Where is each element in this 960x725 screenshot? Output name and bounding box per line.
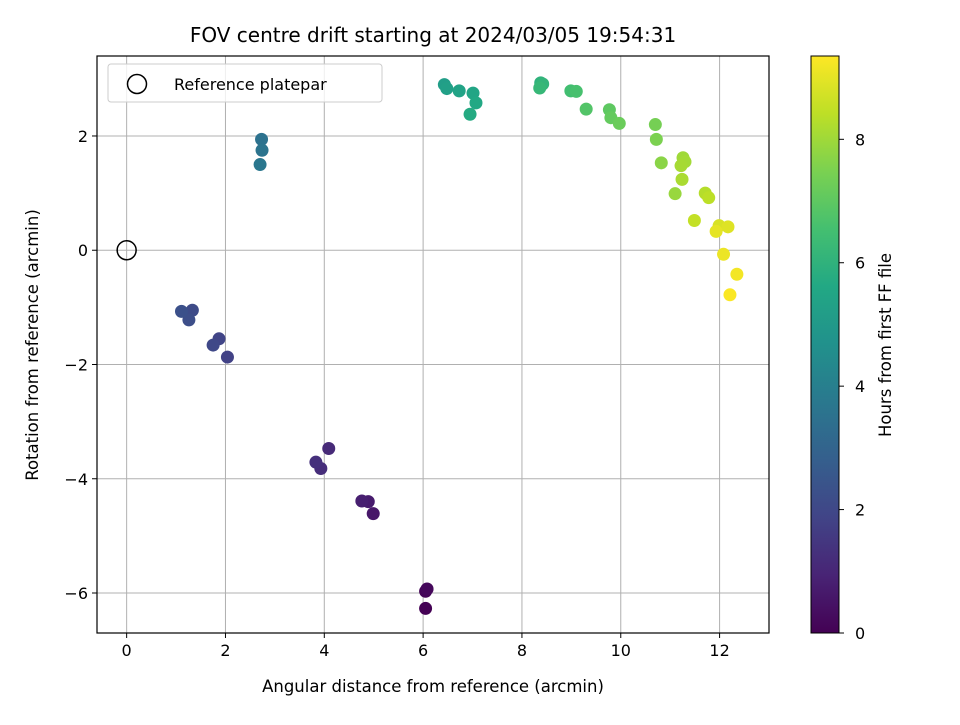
colorbar-ticks: 0 2 4 6 8 — [839, 130, 865, 643]
data-point — [723, 288, 737, 302]
colorbar: 0 2 4 6 8 Hours from first FF file — [810, 55, 895, 643]
data-point — [654, 156, 668, 170]
grid — [97, 56, 769, 633]
x-tick-label: 0 — [122, 641, 132, 660]
colorbar-tick-label: 2 — [855, 501, 865, 520]
data-point — [469, 96, 483, 110]
data-point — [648, 118, 662, 132]
x-axis-label: Angular distance from reference (arcmin) — [262, 677, 604, 696]
y-axis-ticks: −6 −4 −2 0 2 — [64, 127, 97, 603]
data-point — [174, 304, 188, 318]
colorbar-tick-label: 4 — [855, 377, 865, 396]
reference-marker-layer — [116, 239, 137, 261]
chart-title: FOV centre drift starting at 2024/03/05 … — [190, 23, 676, 47]
data-point — [182, 313, 196, 327]
data-point — [579, 102, 593, 116]
data-point — [452, 84, 466, 98]
data-point — [255, 132, 269, 146]
legend-label: Reference platepar — [174, 75, 327, 94]
data-point — [463, 107, 477, 121]
data-point — [675, 172, 689, 186]
data-point — [730, 267, 744, 281]
colorbar-tick-label: 6 — [855, 254, 865, 273]
legend-box — [107, 63, 383, 103]
data-point — [253, 158, 267, 172]
x-tick-label: 6 — [418, 641, 428, 660]
reference-platepar-marker — [116, 239, 137, 261]
data-point — [309, 455, 323, 469]
x-tick-label: 8 — [517, 641, 527, 660]
data-point — [717, 247, 731, 261]
data-point — [220, 350, 234, 364]
data-point — [612, 116, 626, 130]
colorbar-gradient — [811, 56, 839, 633]
data-point — [255, 143, 269, 157]
y-tick-label: 0 — [78, 241, 88, 260]
legend-marker-open-circle — [126, 73, 148, 95]
y-tick-label: 2 — [78, 127, 88, 146]
data-point — [721, 220, 735, 234]
data-point — [366, 507, 380, 521]
y-tick-label: −6 — [64, 584, 88, 603]
data-point — [322, 441, 336, 455]
legend: Reference platepar — [107, 63, 383, 103]
colorbar-frame — [810, 55, 840, 634]
data-point — [569, 84, 583, 98]
data-point — [420, 582, 434, 596]
data-point — [687, 214, 701, 228]
x-tick-label: 10 — [611, 641, 631, 660]
scatter-points — [174, 76, 744, 615]
data-point — [355, 494, 369, 508]
x-tick-label: 12 — [709, 641, 729, 660]
data-point — [668, 187, 682, 201]
data-point — [674, 159, 688, 173]
y-axis-label: Rotation from reference (arcmin) — [23, 209, 42, 481]
data-point — [649, 132, 663, 146]
data-point — [709, 224, 723, 238]
plot-frame — [96, 55, 770, 634]
colorbar-tick-label: 8 — [855, 130, 865, 149]
colorbar-label: Hours from first FF file — [876, 253, 895, 437]
y-tick-label: −4 — [64, 470, 88, 489]
x-tick-label: 2 — [220, 641, 230, 660]
data-point — [440, 82, 454, 96]
x-tick-label: 4 — [319, 641, 329, 660]
data-point — [533, 81, 547, 95]
data-point — [419, 601, 433, 615]
x-axis-ticks: 0 2 4 6 8 10 12 — [122, 633, 730, 660]
colorbar-tick-label: 0 — [855, 624, 865, 643]
y-tick-label: −2 — [64, 355, 88, 374]
data-point — [206, 338, 220, 352]
data-point — [702, 191, 716, 205]
